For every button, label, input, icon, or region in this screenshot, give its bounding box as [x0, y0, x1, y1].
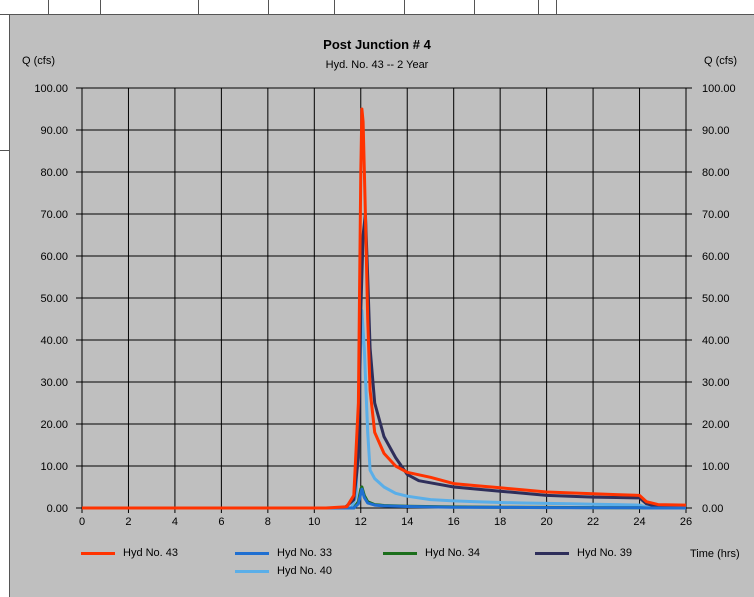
sheet-column-line — [268, 0, 269, 14]
y-tick-label-right: 100.00 — [702, 83, 736, 95]
plot-border — [81, 87, 687, 509]
x-tick-label: 6 — [218, 516, 224, 528]
y-tick-label-right: 80.00 — [702, 167, 730, 179]
y-tick-label-left: 60.00 — [40, 251, 68, 263]
y-axis-label-left: Q (cfs) — [22, 55, 55, 67]
x-tick-label: 22 — [587, 516, 599, 528]
x-tick-label: 2 — [125, 516, 131, 528]
y-tick-label-left: 100.00 — [34, 83, 68, 95]
y-tick-label-left: 70.00 — [40, 209, 68, 221]
x-tick-label: 8 — [265, 516, 271, 528]
y-tick-label-left: 20.00 — [40, 419, 68, 431]
x-tick-label: 12 — [355, 516, 367, 528]
x-tick-label: 20 — [540, 516, 552, 528]
y-tick-label-right: 50.00 — [702, 293, 730, 305]
x-tick-label: 10 — [308, 516, 320, 528]
x-tick-label: 0 — [79, 516, 85, 528]
sheet-column-line — [538, 0, 539, 14]
sheet-column-line — [198, 0, 199, 14]
y-tick-label-left: 10.00 — [40, 461, 68, 473]
x-axis-label: Time (hrs) — [690, 548, 740, 560]
y-tick-label-left: 30.00 — [40, 377, 68, 389]
y-tick-label-right: 30.00 — [702, 377, 730, 389]
y-tick-label-right: 60.00 — [702, 251, 730, 263]
y-axis-label-right: Q (cfs) — [704, 55, 737, 67]
y-tick-label-left: 80.00 — [40, 167, 68, 179]
y-tick-label-right: 0.00 — [702, 503, 723, 515]
y-tick-label-right: 70.00 — [702, 209, 730, 221]
x-tick-label: 18 — [494, 516, 506, 528]
x-tick-label: 14 — [401, 516, 413, 528]
y-tick-label-left: 0.00 — [47, 503, 68, 515]
y-tick-label-right: 90.00 — [702, 125, 730, 137]
series-line — [82, 212, 687, 510]
chart-title: Post Junction # 4 — [323, 37, 431, 52]
x-tick-label: 26 — [680, 516, 692, 528]
y-tick-label-right: 40.00 — [702, 335, 730, 347]
y-tick-label-right: 20.00 — [702, 419, 730, 431]
y-tick-label-left: 90.00 — [40, 125, 68, 137]
sheet-column-line — [48, 0, 49, 14]
y-tick-label-right: 10.00 — [702, 461, 730, 473]
series-line — [82, 107, 687, 510]
y-tick-label-left: 50.00 — [40, 293, 68, 305]
sheet-column-line — [334, 0, 335, 14]
x-tick-label: 16 — [448, 516, 460, 528]
y-tick-label-left: 40.00 — [40, 335, 68, 347]
sheet-column-line — [404, 0, 405, 14]
x-tick-label: 4 — [172, 516, 178, 528]
chart-subtitle: Hyd. No. 43 -- 2 Year — [325, 59, 429, 71]
x-tick-label: 24 — [633, 516, 645, 528]
sheet-column-line — [474, 0, 475, 14]
series-line — [82, 487, 686, 510]
sheet-column-line — [100, 0, 101, 14]
